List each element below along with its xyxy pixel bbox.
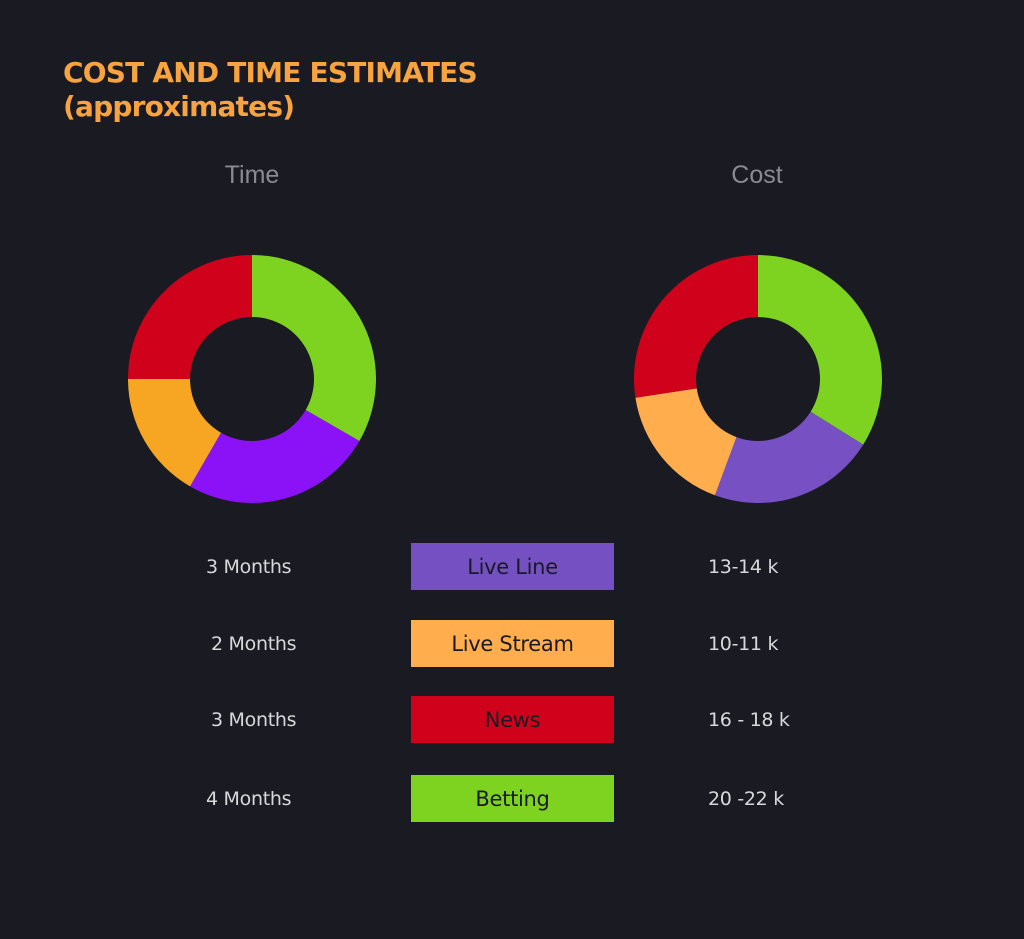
page-title-line-2: (approximates) [63, 90, 295, 123]
slice-live-line [714, 411, 864, 503]
page-title: COST AND TIME ESTIMATES (approximates) [63, 56, 478, 124]
legend-item-betting: Betting [411, 775, 614, 822]
slice-live-stream [128, 379, 221, 487]
legend-item-live-stream: Live Stream [411, 620, 614, 667]
time-label-betting: 4 Months [206, 788, 292, 810]
page-title-line-1: COST AND TIME ESTIMATES [63, 56, 478, 89]
legend-label: Betting [475, 787, 550, 811]
cost-chart-title: Cost [731, 161, 783, 189]
time-label-live-line: 3 Months [206, 556, 292, 578]
slice-betting [758, 255, 882, 445]
slice-news [128, 255, 252, 379]
slice-betting [252, 255, 376, 441]
legend-item-live-line: Live Line [411, 543, 614, 590]
slice-news [634, 255, 758, 398]
cost-label-live-line: 13-14 k [708, 556, 779, 578]
legend-label: News [484, 708, 541, 732]
cost-label-betting: 20 -22 k [708, 788, 784, 810]
legend-label: Live Stream [451, 632, 574, 656]
cost-label-news: 16 - 18 k [708, 709, 790, 731]
time-donut-chart [128, 255, 376, 503]
cost-donut-chart [634, 255, 882, 503]
slice-live-line [190, 410, 360, 503]
time-label-news: 3 Months [211, 709, 297, 731]
time-label-live-stream: 2 Months [211, 633, 297, 655]
legend-label: Live Line [467, 555, 558, 579]
time-chart-title: Time [224, 161, 280, 189]
legend-item-news: News [411, 696, 614, 743]
slice-live-stream [635, 388, 737, 496]
cost-label-live-stream: 10-11 k [708, 633, 779, 655]
